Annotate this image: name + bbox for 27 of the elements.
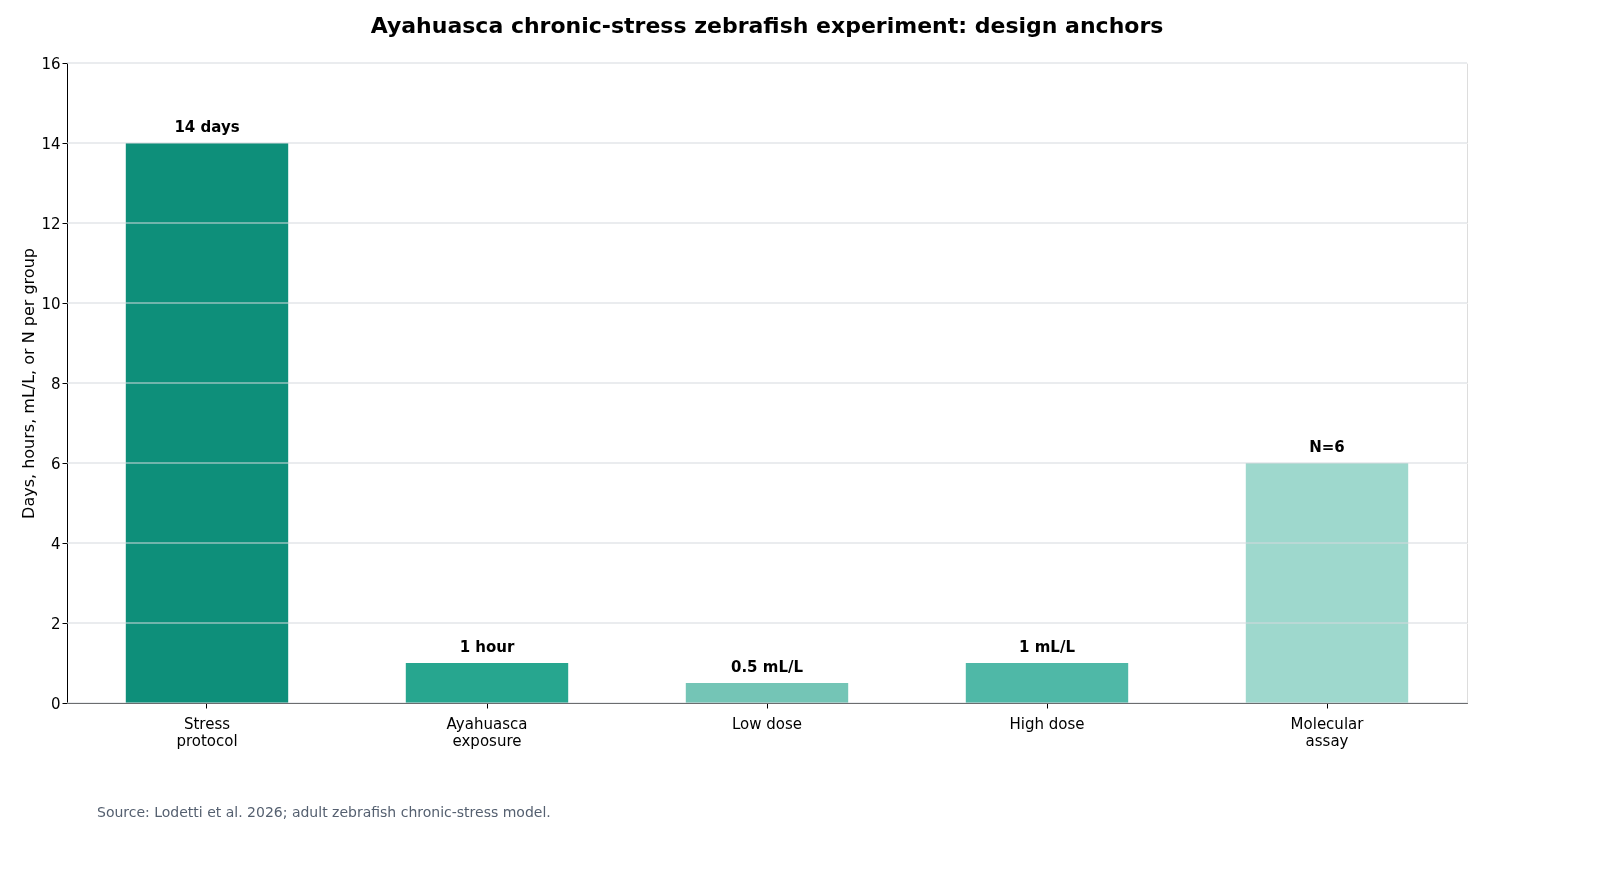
chart-title: Ayahuasca chronic-stress zebrafish experiment: design anchors bbox=[370, 13, 1164, 38]
y-tick-label: 16 bbox=[41, 54, 61, 73]
data-label: 0.5 mL/L bbox=[730, 658, 804, 676]
x-tick-label: Ayahuasca exposure bbox=[446, 714, 528, 750]
y-tick-label: 4 bbox=[50, 534, 61, 553]
y-tick-label: 8 bbox=[50, 374, 61, 393]
bar bbox=[685, 683, 849, 703]
x-tick-label: Low dose bbox=[731, 714, 803, 733]
data-label: 1 mL/L bbox=[1019, 638, 1076, 656]
data-label: N=6 bbox=[1309, 438, 1345, 456]
data-label: 14 days bbox=[174, 118, 240, 136]
y-tick-label: 10 bbox=[41, 294, 61, 313]
source-note: Source: Lodetti et al. 2026; adult zebrafish chronic-stress model. bbox=[97, 804, 551, 820]
y-tick-label: 6 bbox=[50, 454, 61, 473]
x-tick-label: Molecular assay bbox=[1290, 714, 1365, 750]
bar bbox=[405, 663, 569, 703]
x-tick-label: High dose bbox=[1009, 714, 1085, 733]
data-label: 1 hour bbox=[459, 638, 515, 656]
y-tick-label: 12 bbox=[41, 214, 61, 233]
y-tick-label: 2 bbox=[50, 614, 61, 633]
bar bbox=[1245, 463, 1409, 703]
y-tick-label: 0 bbox=[50, 694, 61, 713]
bar bbox=[125, 143, 289, 703]
y-axis-title: Days, hours, mL/L, or N per group bbox=[19, 248, 39, 519]
y-tick-label: 14 bbox=[41, 134, 61, 153]
x-tick-label: Stress protocol bbox=[176, 714, 238, 750]
bar bbox=[965, 663, 1129, 703]
